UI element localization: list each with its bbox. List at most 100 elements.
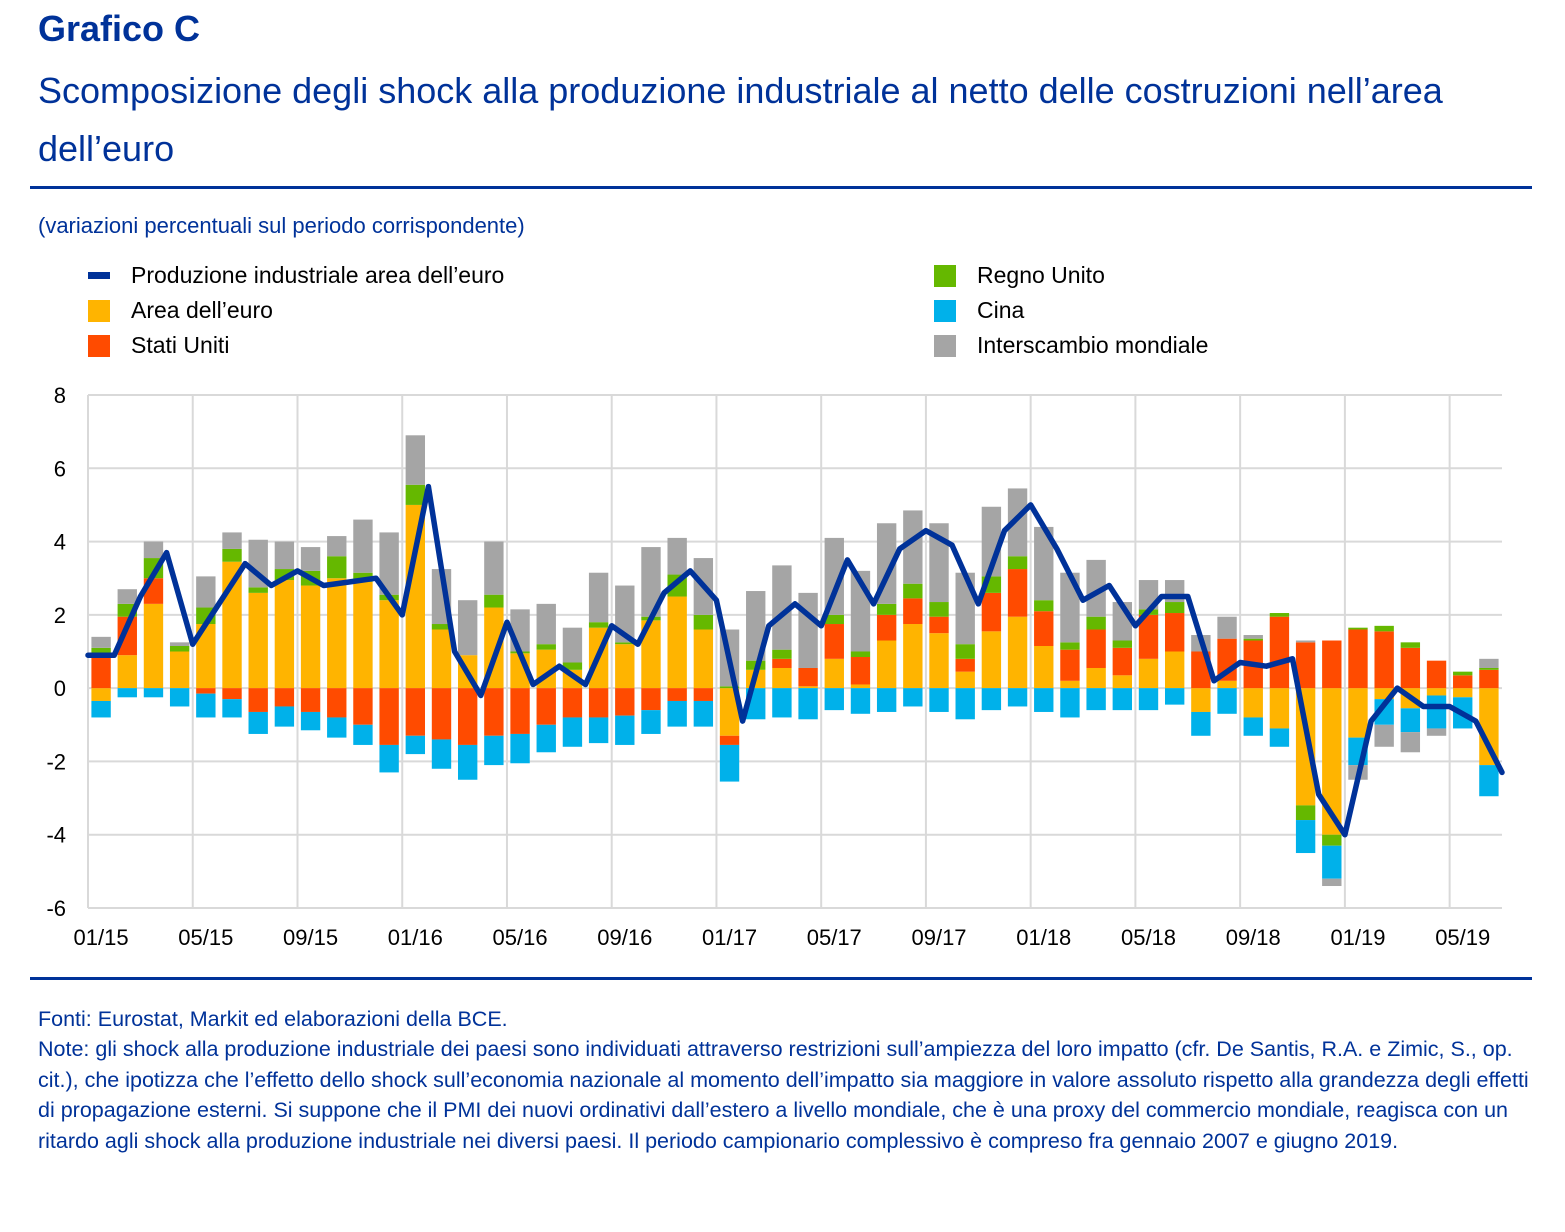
- bar-segment: [196, 693, 216, 718]
- bar-segment: [274, 541, 295, 570]
- bar-segment: [955, 658, 975, 672]
- x-tick-label: 05/19: [1435, 925, 1490, 950]
- bar-segment: [641, 710, 661, 734]
- bar-segment: [1164, 651, 1185, 689]
- chart-title: Grafico C: [38, 8, 201, 49]
- bar-segment: [693, 700, 714, 727]
- bar-segment: [1007, 616, 1028, 689]
- bar-segment: [1086, 688, 1106, 711]
- bar-segment: [222, 532, 242, 549]
- bar-segment: [562, 627, 583, 663]
- bar-segment: [274, 688, 295, 707]
- bar-segment: [903, 510, 923, 584]
- bar-segment: [1060, 642, 1080, 650]
- bar-segment: [1479, 658, 1499, 668]
- x-tick-label: 01/19: [1330, 925, 1385, 950]
- bar-segment: [1374, 688, 1394, 700]
- bar-segment: [431, 688, 452, 740]
- bar-segment: [1007, 569, 1028, 617]
- bar-segment: [1060, 688, 1080, 718]
- legend-label: Area dell’euro: [131, 297, 273, 323]
- bar-segment: [562, 662, 583, 670]
- bar-segment: [484, 735, 504, 766]
- bar-segment: [588, 572, 609, 623]
- bar-segment: [746, 591, 766, 661]
- bar-segment: [248, 688, 268, 712]
- x-tick-label: 01/16: [388, 925, 443, 950]
- bar-segment: [850, 684, 871, 689]
- bar-segment: [1400, 732, 1421, 753]
- bar-segment: [693, 688, 714, 701]
- bar-segment: [169, 642, 190, 647]
- bar-segment: [850, 656, 871, 685]
- x-tick-label: 09/15: [283, 925, 338, 950]
- bar-segment: [457, 688, 478, 745]
- bar-segment: [1007, 556, 1028, 570]
- bar-segment: [484, 688, 504, 736]
- bar-segment: [117, 655, 137, 689]
- bar-segment: [536, 603, 556, 645]
- bar-segment: [536, 724, 556, 753]
- bar-segment: [1112, 688, 1133, 711]
- bar-segment: [1400, 647, 1421, 689]
- bar-segment: [1007, 488, 1028, 557]
- bar-segment: [1007, 688, 1028, 707]
- bar-segment: [588, 688, 609, 718]
- bar-segment: [1138, 688, 1159, 711]
- bar-segment: [824, 537, 844, 615]
- bar-segment: [641, 620, 661, 689]
- bar-segment: [510, 688, 530, 734]
- bar-segment: [327, 556, 347, 579]
- bar-segment: [169, 688, 190, 707]
- bar-segment: [274, 706, 295, 727]
- bar-segment: [1453, 675, 1473, 689]
- bar-segment: [1453, 671, 1473, 676]
- bar-segment: [91, 688, 111, 701]
- bar-segment: [1295, 642, 1316, 689]
- bar-segment: [1374, 724, 1394, 747]
- bar-segment: [929, 602, 949, 617]
- legend-label: Regno Unito: [977, 262, 1105, 288]
- bar-segment: [1400, 642, 1421, 648]
- x-tick-label: 01/15: [74, 925, 129, 950]
- bar-segment: [117, 589, 137, 604]
- bar-segment: [222, 548, 242, 562]
- bar-segment: [903, 688, 923, 707]
- legend-swatch: [934, 264, 956, 287]
- bar-segment: [981, 592, 1002, 632]
- bar-segment: [1269, 613, 1290, 617]
- legend-item-euro-area: Area dell’euro: [88, 297, 273, 324]
- bar-segment: [876, 614, 897, 641]
- x-tick-label: 01/17: [702, 925, 757, 950]
- bar-segment: [353, 519, 373, 573]
- bar-segment: [1112, 647, 1133, 676]
- x-tick-label: 01/18: [1016, 925, 1071, 950]
- x-tick-label: 05/15: [178, 925, 233, 950]
- legend-swatch: [934, 299, 956, 322]
- bar-segment: [196, 576, 216, 608]
- bar-segment: [719, 735, 740, 745]
- y-tick-label: 6: [54, 456, 66, 481]
- bar-segment: [1426, 688, 1447, 696]
- bar-segment: [379, 744, 399, 773]
- stacked-bar-chart: 8 6 4 2 0 -2 -4 -6 01/15 05/15 09/15 01/16 05/16 09/1…: [46, 383, 1505, 950]
- bar-segment: [641, 547, 661, 617]
- legend-item-united-kingdom: Regno Unito: [934, 262, 1105, 289]
- bar-segment: [1217, 616, 1237, 639]
- legend-item-eu-production: Produzione industriale area dell’euro: [88, 262, 504, 289]
- line-series-production: [85, 483, 1505, 838]
- bar-segment: [772, 688, 792, 718]
- bar-segment: [798, 688, 818, 720]
- bar-segment: [405, 484, 426, 505]
- bar-segment: [196, 688, 216, 694]
- bar-segment: [1295, 688, 1316, 806]
- bar-segment: [824, 614, 844, 625]
- bar-segment: [143, 541, 164, 559]
- bar-segment: [955, 688, 975, 720]
- bar-segment: [1322, 688, 1342, 835]
- bar-segment: [1112, 675, 1133, 689]
- bar-segment: [1243, 635, 1263, 639]
- sources-text: Fonti: Eurostat, Markit ed elaborazioni …: [38, 1007, 508, 1031]
- bar-segment: [431, 624, 452, 630]
- y-tick-label: -2: [46, 749, 66, 774]
